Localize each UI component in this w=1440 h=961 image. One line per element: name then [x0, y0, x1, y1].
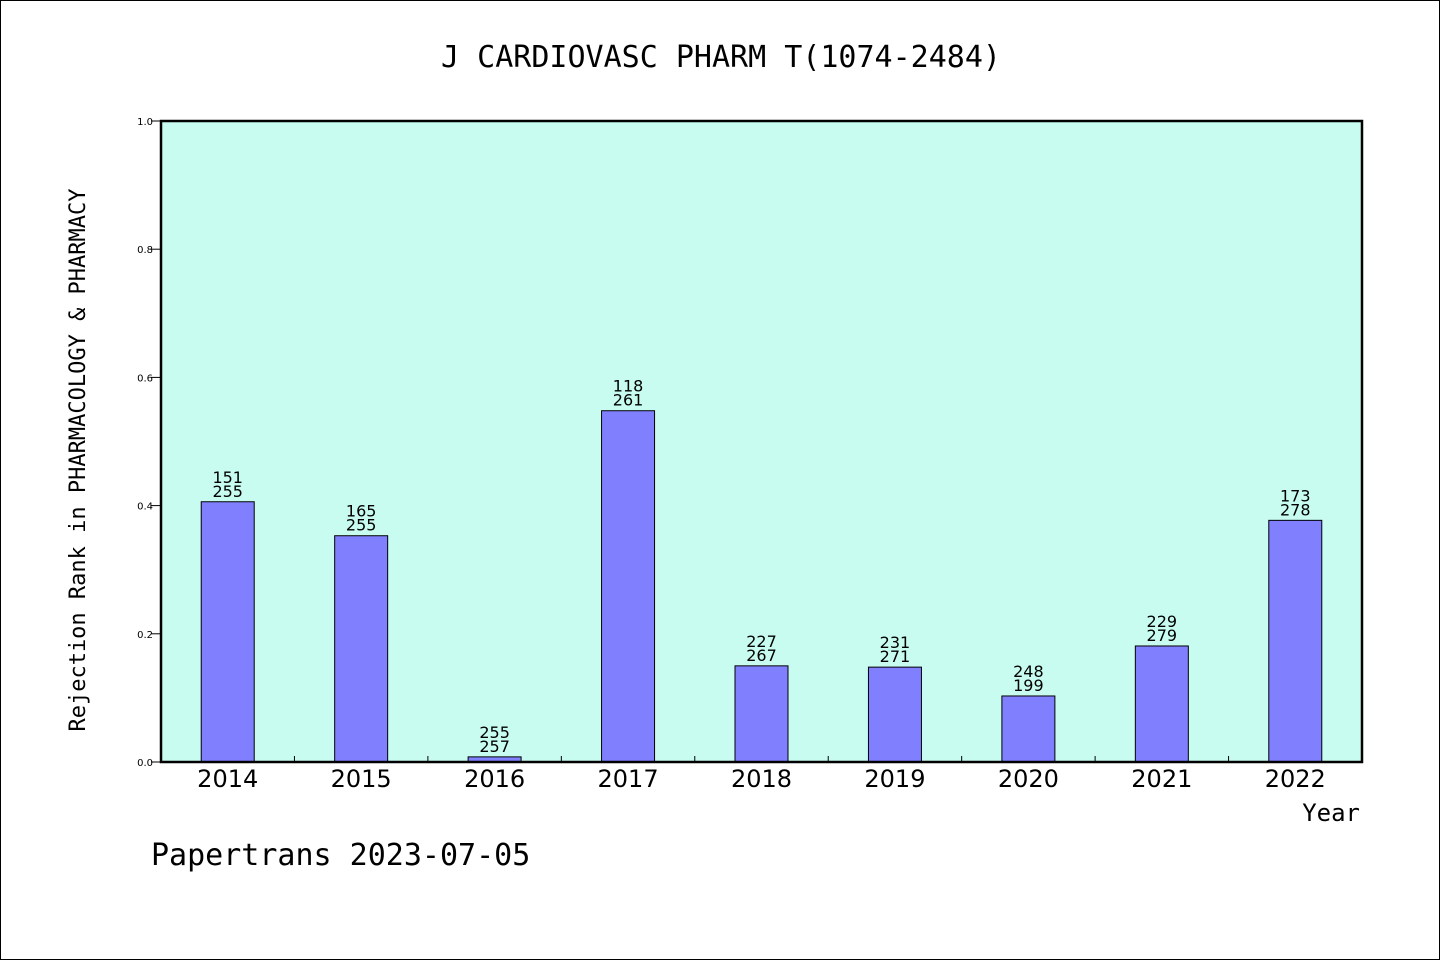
data-label-top: 255 [479, 723, 510, 742]
y-axis-label: Rejection Rank in PHARMACOLOGY & PHARMAC… [66, 188, 91, 731]
data-label-top: 151 [212, 468, 243, 487]
x-tick-label: 2019 [864, 765, 925, 793]
y-tick-label: 0.2 [137, 630, 153, 641]
data-label-bottom: 278 [1280, 500, 1311, 519]
data-label-bottom: 255 [212, 482, 243, 501]
data-label-top: 231 [880, 633, 911, 652]
data-label-bottom: 271 [880, 647, 911, 666]
y-tick-label: 0.8 [137, 245, 153, 256]
chart-title: J CARDIOVASC PHARM T(1074-2484) [441, 40, 1001, 75]
data-label-bottom: 267 [746, 646, 777, 665]
x-tick-label: 2021 [1131, 765, 1192, 793]
bar-2022 [1268, 519, 1323, 763]
plot-border [159, 119, 1364, 764]
data-label-top: 173 [1280, 486, 1311, 505]
x-tick-label: 2017 [598, 765, 659, 793]
data-labels: 1512551652552552571182612272672312712481… [212, 377, 1310, 756]
x-tick-label: 2016 [464, 765, 525, 793]
bar-2019 [867, 666, 922, 763]
x-tick-label: 2014 [197, 765, 258, 793]
bar-2021 [1134, 645, 1189, 763]
x-tick-label: 2022 [1265, 765, 1326, 793]
data-label-top: 227 [746, 632, 777, 651]
bar-2017 [601, 410, 656, 763]
x-tick-label: 2018 [731, 765, 792, 793]
y-tick-label: 0.0 [137, 758, 153, 769]
x-axis-label: Year [1302, 799, 1360, 827]
data-label-bottom: 261 [613, 391, 644, 410]
y-tick-label: 0.6 [137, 373, 153, 384]
data-label-bottom: 255 [346, 516, 377, 535]
bar-2014 [200, 501, 255, 763]
x-axis: 2014 2015 2016 2017 2018 2019 2020 2021 2022 [197, 756, 1326, 793]
y-tick-label: 1.0 [137, 117, 153, 128]
y-tick-label: 0.4 [137, 502, 153, 513]
bars [200, 410, 1323, 763]
data-label-bottom: 279 [1147, 626, 1178, 645]
data-label-top: 118 [613, 377, 644, 396]
data-label-bottom: 257 [479, 737, 510, 756]
footer-text: Papertrans 2023-07-05 [151, 838, 530, 873]
x-tick-label: 2020 [998, 765, 1059, 793]
data-label-top: 165 [346, 502, 377, 521]
y-axis: 0.0 0.2 0.4 0.6 0.8 1.0 [137, 117, 161, 769]
bar-2020 [1001, 695, 1056, 763]
data-label-top: 248 [1013, 662, 1044, 681]
data-label-top: 229 [1147, 612, 1178, 631]
data-label-bottom: 199 [1013, 676, 1044, 695]
bar-2018 [734, 665, 789, 763]
x-tick-label: 2015 [331, 765, 392, 793]
bar-2015 [334, 535, 389, 763]
